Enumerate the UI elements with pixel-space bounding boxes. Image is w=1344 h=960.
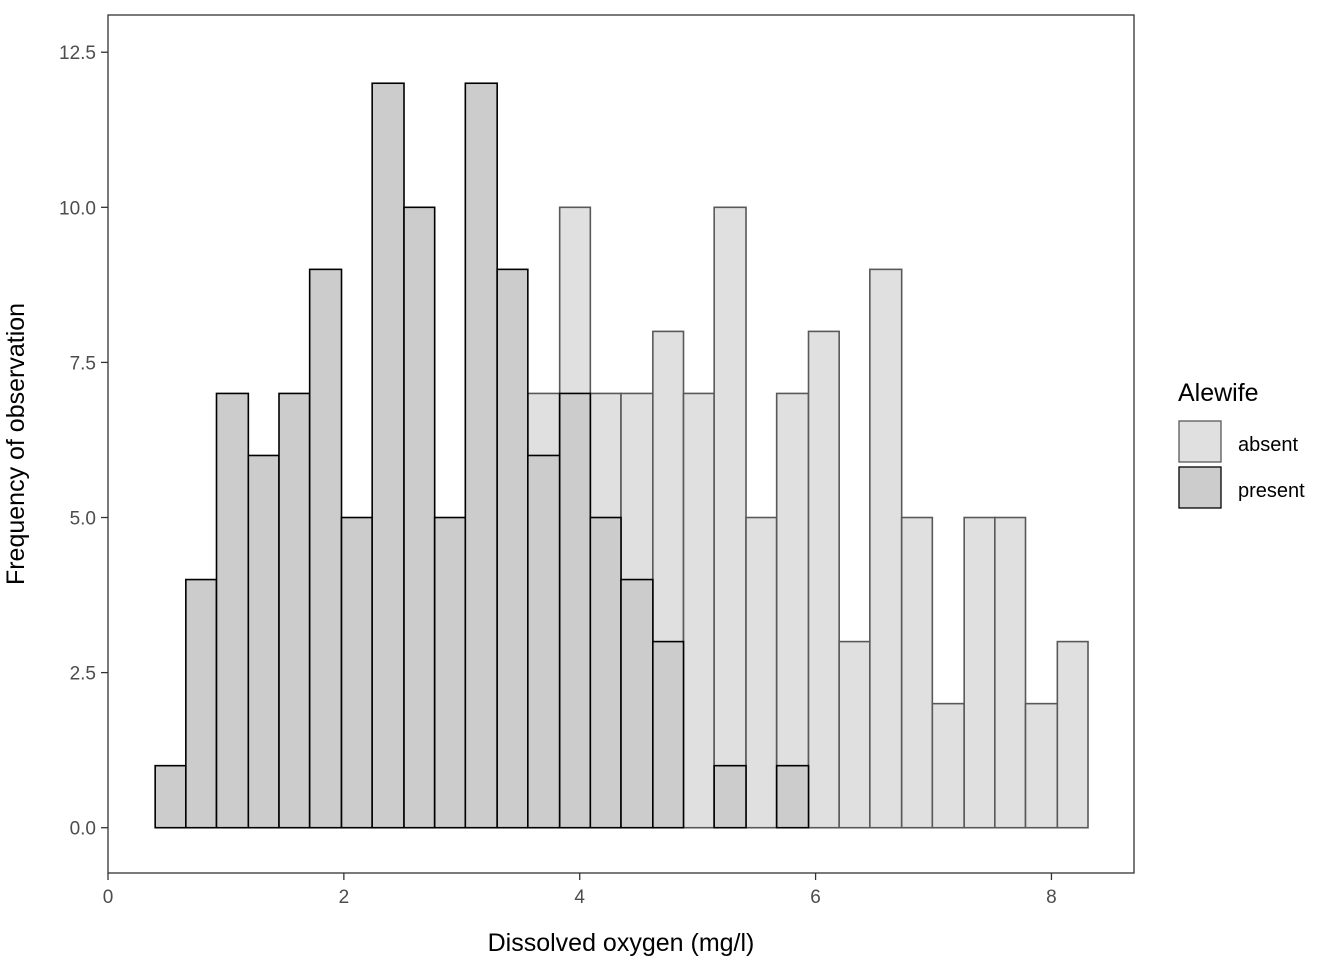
bar-present-18 — [713, 764, 747, 829]
bar-present-7 — [371, 82, 405, 829]
legend-key-present — [1178, 466, 1222, 509]
y-axis-title: Frequency of observation — [2, 303, 30, 585]
y-tick-label: 0.0 — [70, 819, 96, 840]
bar-present-9 — [433, 516, 467, 829]
legend-label-absent: absent — [1238, 434, 1298, 456]
x-axis: 0 2 4 6 8 — [103, 873, 1057, 908]
bar-absent-25 — [931, 702, 965, 829]
x-tick-label: 6 — [810, 887, 821, 908]
y-tick-label: 2.5 — [70, 664, 96, 685]
bar-absent-22 — [838, 640, 871, 829]
bar-present-3 — [247, 454, 280, 829]
legend-label-present: present — [1238, 480, 1305, 502]
bar-absent-29 — [1056, 640, 1089, 829]
bar-present-4 — [278, 392, 311, 829]
bar-absent-18 — [713, 206, 747, 829]
bar-present-12 — [527, 454, 561, 829]
y-axis: 0.0 2.5 5.0 7.5 10.0 12.5 — [59, 43, 108, 840]
bar-present-1 — [185, 578, 218, 829]
bar-absent-20 — [775, 392, 810, 829]
bar-absent-21 — [807, 330, 840, 829]
bar-present-2 — [215, 392, 250, 829]
y-tick-label: 5.0 — [70, 509, 96, 530]
bars-present-series — [154, 82, 810, 829]
y-tick-label: 12.5 — [59, 43, 96, 64]
bar-present-8 — [403, 206, 436, 829]
x-tick-label: 0 — [103, 887, 114, 908]
bar-present-16 — [652, 640, 685, 829]
bar-present-15 — [620, 578, 654, 829]
legend: Alewife absent present — [1178, 379, 1305, 509]
bar-absent-26 — [963, 516, 996, 829]
bar-absent-24 — [900, 516, 934, 829]
bar-absent-23 — [869, 268, 903, 829]
bar-absent-19 — [745, 516, 778, 829]
bar-present-0 — [154, 764, 187, 829]
x-tick-label: 4 — [574, 887, 585, 908]
legend-key-absent — [1178, 420, 1222, 463]
legend-title: Alewife — [1178, 379, 1259, 407]
y-tick-label: 7.5 — [70, 353, 96, 374]
x-tick-label: 2 — [339, 887, 350, 908]
bar-present-6 — [340, 516, 373, 829]
bar-absent-17 — [682, 392, 715, 829]
bar-present-14 — [589, 516, 622, 829]
bar-present-5 — [308, 268, 343, 829]
x-tick-label: 8 — [1046, 887, 1057, 908]
y-tick-label: 10.0 — [59, 198, 96, 219]
bar-present-10 — [464, 82, 498, 829]
panel-border — [107, 14, 1135, 874]
bar-present-20 — [775, 764, 810, 829]
bar-absent-28 — [1024, 702, 1059, 829]
bar-absent-27 — [994, 516, 1027, 829]
bar-present-11 — [496, 268, 529, 829]
bar-present-13 — [558, 392, 592, 829]
x-axis-title: Dissolved oxygen (mg/l) — [488, 929, 755, 957]
